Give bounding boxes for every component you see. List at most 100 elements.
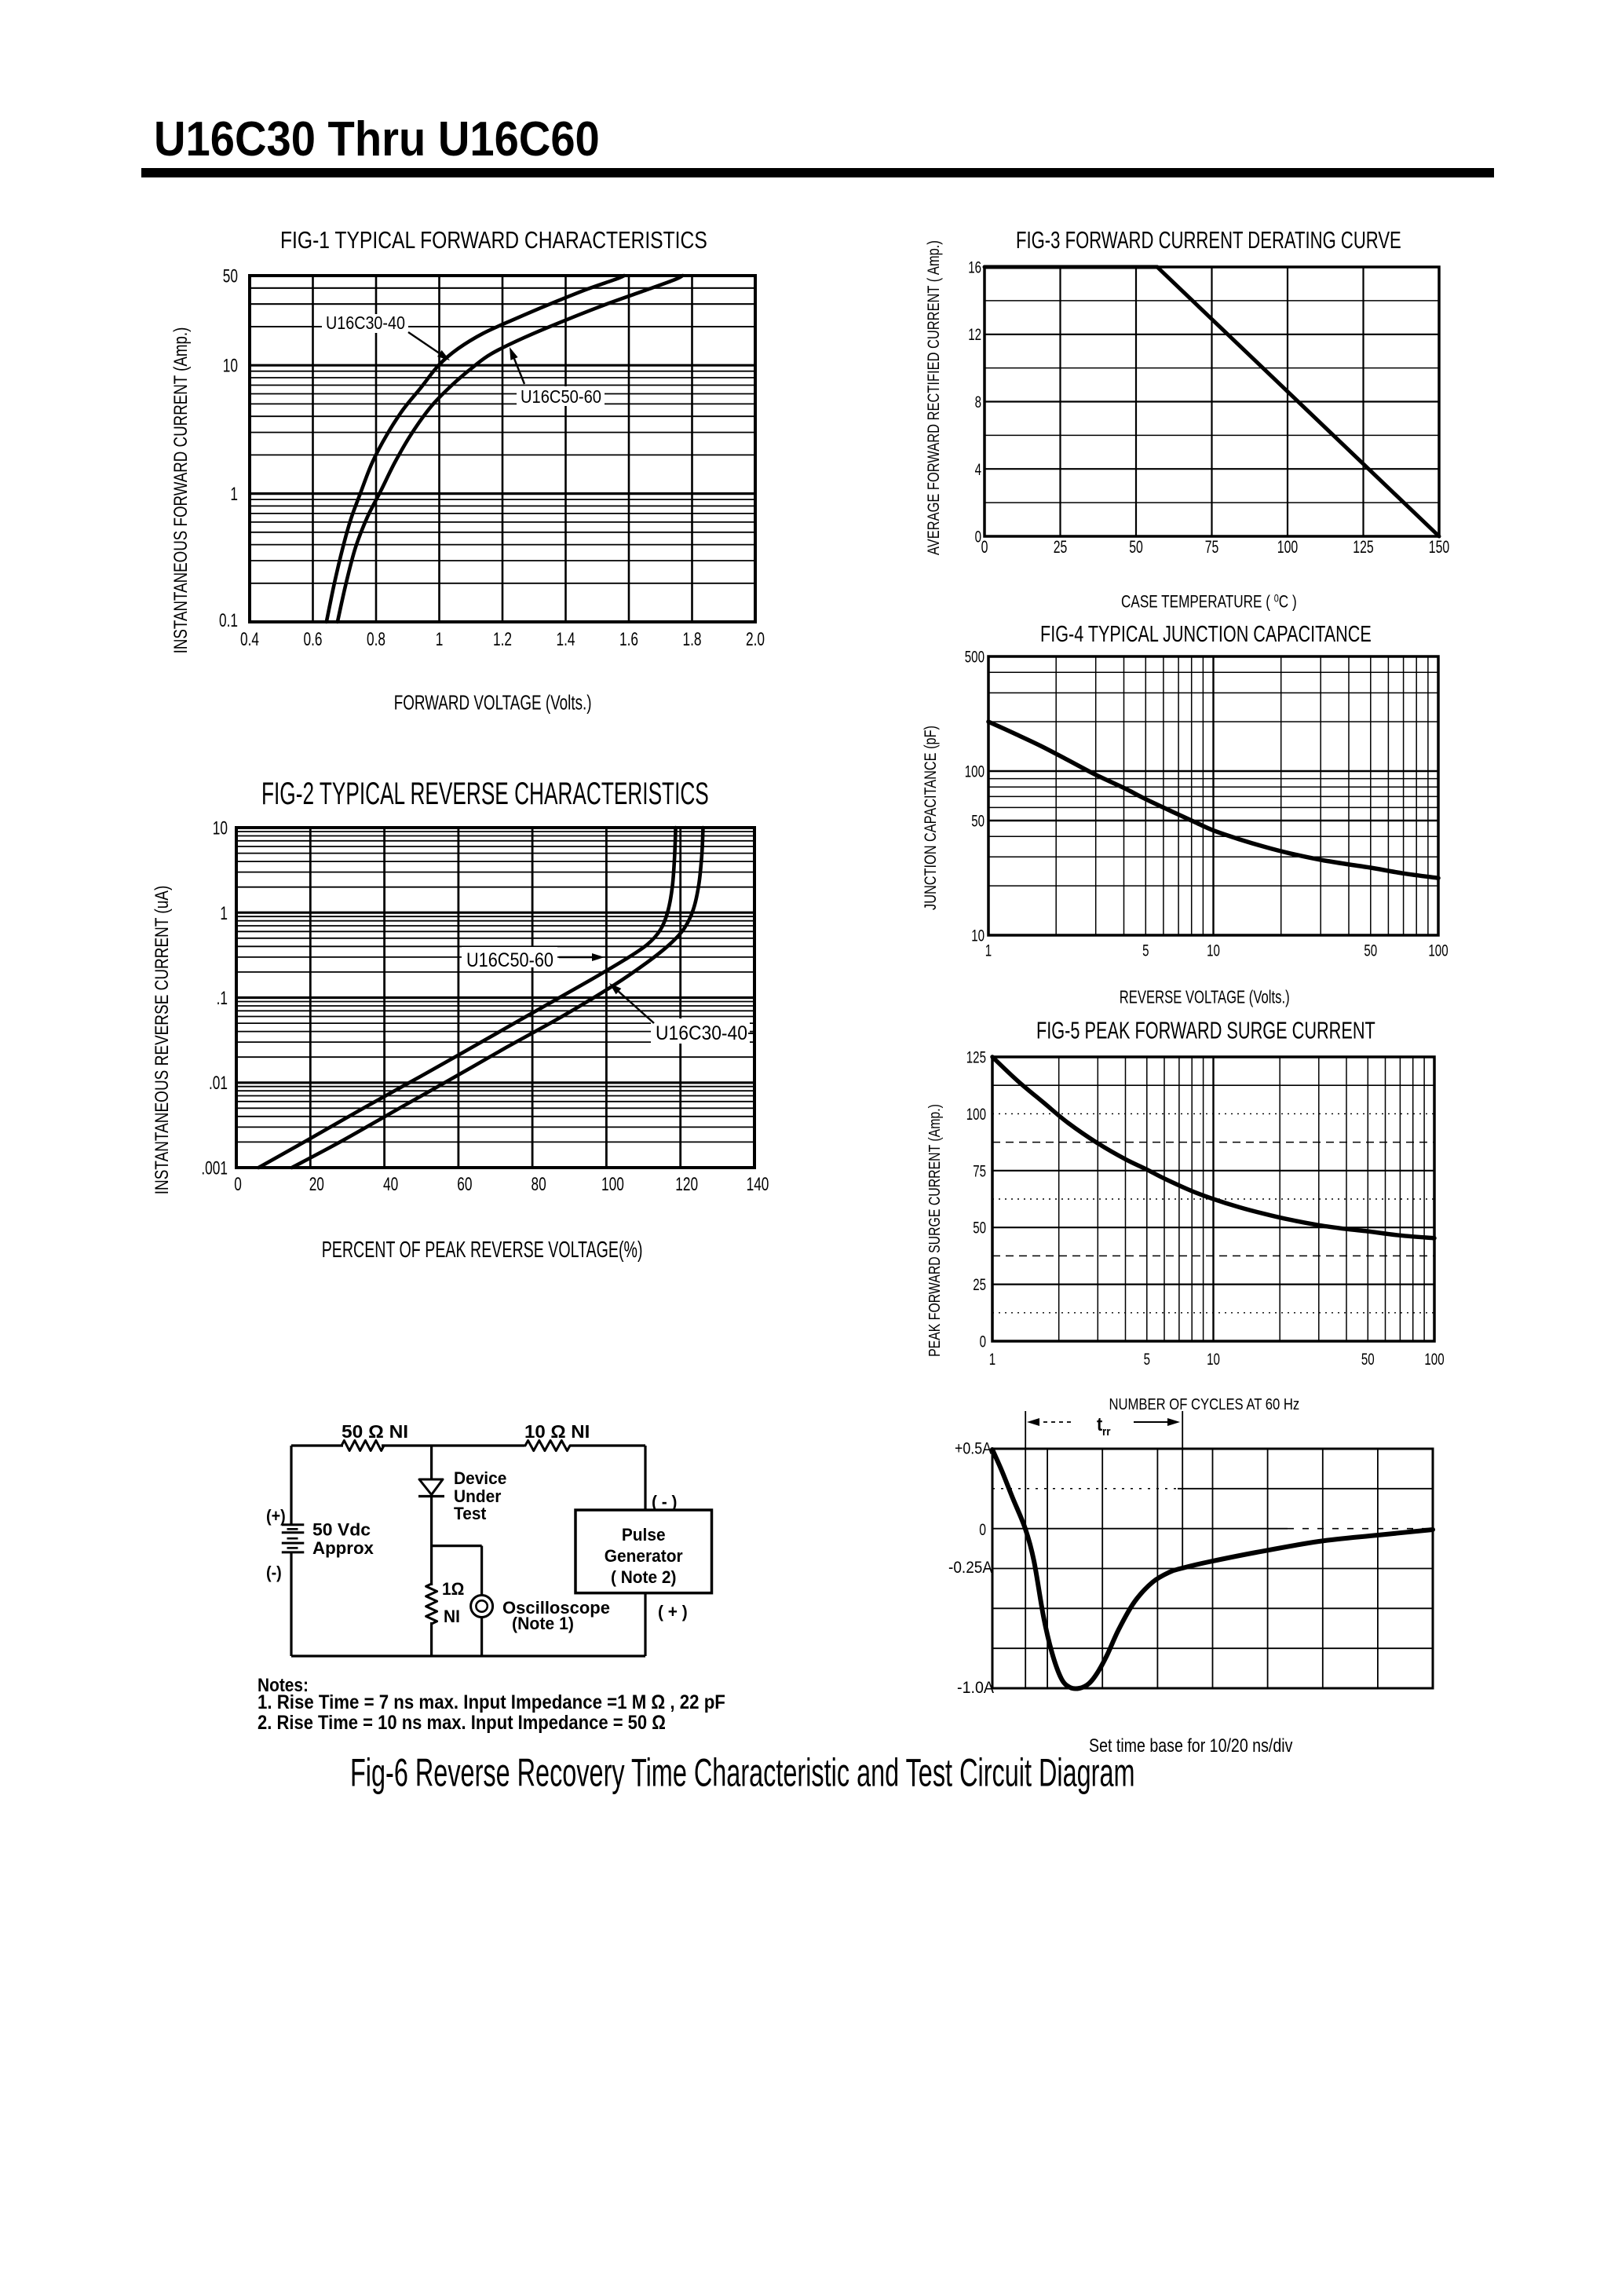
svg-text:8: 8 <box>975 392 981 411</box>
svg-text:50: 50 <box>223 266 238 287</box>
svg-text:0: 0 <box>981 539 988 558</box>
svg-text:4: 4 <box>975 459 981 478</box>
svg-text:Set time base for 10/20 ns/di: Set time base for 10/20 ns/div <box>1089 1735 1292 1756</box>
svg-text:1: 1 <box>989 1349 995 1368</box>
svg-text:0.1: 0.1 <box>219 610 238 631</box>
svg-text:140: 140 <box>747 1174 769 1194</box>
svg-text:( Note 2): ( Note 2) <box>611 1568 677 1588</box>
svg-text:1: 1 <box>985 941 992 960</box>
svg-text:25: 25 <box>973 1275 986 1294</box>
svg-text:U16C30-40: U16C30-40 <box>656 1022 747 1044</box>
svg-text:INSTANTANEOUS FORWARD CURRENT: INSTANTANEOUS FORWARD CURRENT (Amp.) <box>170 327 192 654</box>
svg-text:( - ): ( - ) <box>652 1493 677 1512</box>
svg-text:2.0: 2.0 <box>746 629 765 649</box>
svg-text:U16C50-60: U16C50-60 <box>521 386 601 408</box>
svg-text:60: 60 <box>457 1174 472 1194</box>
svg-text:FIG-4 TYPICAL JUNCTION CAPACIT: FIG-4 TYPICAL JUNCTION CAPACITANCE <box>1040 622 1372 647</box>
svg-text:PERCENT OF PEAK REVERSE VOLTAG: PERCENT OF PEAK REVERSE VOLTAGE(%) <box>322 1238 643 1263</box>
svg-text:NUMBER OF CYCLES AT 60 Hz: NUMBER OF CYCLES AT 60 Hz <box>1109 1395 1300 1413</box>
svg-text:20: 20 <box>309 1174 324 1194</box>
svg-text:100: 100 <box>1424 1349 1444 1368</box>
svg-text:1.2: 1.2 <box>493 629 512 649</box>
svg-text:0.6: 0.6 <box>303 629 322 649</box>
svg-text:Under: Under <box>454 1487 502 1507</box>
svg-text:10: 10 <box>1207 1349 1220 1368</box>
svg-text:Pulse: Pulse <box>622 1526 666 1545</box>
svg-text:+0.5A: +0.5A <box>955 1439 992 1458</box>
svg-text:FIG-3 FORWARD CURRENT DERATING: FIG-3 FORWARD CURRENT DERATING CURVE <box>1016 226 1401 254</box>
svg-text:FORWARD VOLTAGE (Volts.): FORWARD VOLTAGE (Volts.) <box>394 690 592 714</box>
svg-text:Test: Test <box>454 1504 486 1524</box>
svg-text:1: 1 <box>436 629 444 649</box>
svg-text:.01: .01 <box>209 1073 228 1094</box>
svg-text:500: 500 <box>965 647 985 666</box>
svg-text:( + ): ( + ) <box>658 1603 688 1622</box>
svg-text:1: 1 <box>220 903 228 923</box>
svg-text:0: 0 <box>234 1174 242 1194</box>
svg-text:U16C50-60: U16C50-60 <box>466 949 553 971</box>
svg-text:1Ω: 1Ω <box>442 1580 464 1600</box>
svg-text:INSTANTANEOUS REVERSE CURRENT: INSTANTANEOUS REVERSE CURRENT (uA) <box>151 886 173 1195</box>
svg-text:125: 125 <box>1353 539 1373 558</box>
svg-text:16: 16 <box>968 258 981 276</box>
svg-text:50: 50 <box>1364 941 1377 960</box>
svg-text:50: 50 <box>1129 539 1143 558</box>
svg-text:80: 80 <box>531 1174 546 1194</box>
svg-text:120: 120 <box>675 1174 698 1194</box>
svg-text:1.4: 1.4 <box>556 629 575 649</box>
svg-text:5: 5 <box>1144 1349 1150 1368</box>
svg-text:75: 75 <box>1205 539 1219 558</box>
svg-text:CASE TEMPERATURE ( 0C ): CASE TEMPERATURE ( 0C ) <box>1121 592 1297 612</box>
svg-text:REVERSE VOLTAGE (Volts.): REVERSE VOLTAGE (Volts.) <box>1120 988 1290 1007</box>
svg-text:10: 10 <box>213 818 228 839</box>
svg-text:40: 40 <box>383 1174 398 1194</box>
svg-text:50: 50 <box>973 1218 986 1237</box>
svg-text:Device: Device <box>454 1469 506 1489</box>
svg-text:(+): (+) <box>266 1507 286 1526</box>
svg-text:.001: .001 <box>201 1158 228 1179</box>
svg-text:0: 0 <box>975 527 981 546</box>
svg-text:25: 25 <box>1054 539 1068 558</box>
svg-text:0: 0 <box>980 1332 986 1351</box>
svg-text:FIG-5 PEAK FORWARD SURGE CURRE: FIG-5 PEAK FORWARD SURGE CURRENT <box>1036 1017 1375 1044</box>
svg-text:0.8: 0.8 <box>367 629 385 649</box>
svg-text:5: 5 <box>1142 941 1149 960</box>
svg-text:NI: NI <box>444 1607 460 1627</box>
svg-text:PEAK FORWARD SURGE CURRENT (Am: PEAK FORWARD SURGE CURRENT (Amp.) <box>926 1104 943 1357</box>
svg-text:Generator: Generator <box>605 1547 683 1567</box>
svg-text:100: 100 <box>966 1104 986 1123</box>
svg-text:rr: rr <box>1102 1425 1111 1439</box>
svg-text:FIG-2 TYPICAL REVERSE CHARACTE: FIG-2 TYPICAL REVERSE CHARACTERISTICS <box>261 776 709 811</box>
svg-text:0: 0 <box>979 1520 986 1539</box>
svg-text:JUNCTION CAPACITANCE (pF): JUNCTION CAPACITANCE (pF) <box>921 726 939 910</box>
svg-text:50 Vdc: 50 Vdc <box>312 1520 371 1539</box>
svg-text:10: 10 <box>971 926 985 945</box>
svg-text:1: 1 <box>230 484 238 504</box>
svg-text:100: 100 <box>1428 941 1448 960</box>
svg-text:100: 100 <box>601 1174 624 1194</box>
svg-text:1.8: 1.8 <box>682 629 701 649</box>
svg-text:10 Ω NI: 10 Ω NI <box>524 1421 590 1441</box>
svg-text:100: 100 <box>1277 539 1298 558</box>
svg-text:-0.25A: -0.25A <box>948 1559 993 1577</box>
svg-text:Notes:: Notes: <box>258 1675 309 1696</box>
svg-text:Oscilloscope: Oscilloscope <box>502 1598 610 1618</box>
svg-text:2. Rise Time = 10 ns max. Inpu: 2. Rise Time = 10 ns max. Input Impedanc… <box>258 1712 666 1734</box>
svg-text:10: 10 <box>223 356 238 376</box>
svg-text:(-): (-) <box>266 1563 282 1582</box>
svg-text:75: 75 <box>973 1161 986 1180</box>
svg-text:100: 100 <box>965 762 985 781</box>
svg-text:Fig-6 Reverse Recovery Time Ch: Fig-6 Reverse Recovery Time Characterist… <box>350 1751 1134 1795</box>
svg-text:U16C30 Thru U16C60: U16C30 Thru U16C60 <box>154 111 600 166</box>
svg-text:50: 50 <box>971 811 985 830</box>
svg-text:t: t <box>1097 1413 1103 1435</box>
svg-text:12: 12 <box>968 325 981 344</box>
svg-text:125: 125 <box>966 1047 986 1066</box>
svg-text:1.6: 1.6 <box>619 629 638 649</box>
svg-text:Approx: Approx <box>312 1538 374 1558</box>
svg-text:U16C30-40: U16C30-40 <box>326 313 405 334</box>
svg-text:.1: .1 <box>217 988 228 1008</box>
svg-text:1. Rise Time = 7 ns max. Input: 1. Rise Time = 7 ns max. Input Impedance… <box>258 1692 725 1713</box>
svg-text:50: 50 <box>1361 1349 1375 1368</box>
svg-text:150: 150 <box>1429 539 1449 558</box>
